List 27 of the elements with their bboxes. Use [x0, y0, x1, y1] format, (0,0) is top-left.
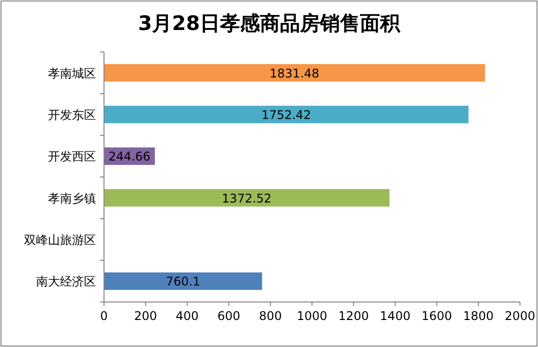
x-tick-label: 1200	[338, 309, 369, 323]
x-tick-label: 1600	[422, 309, 452, 323]
y-tick-label: 孝南城区	[48, 66, 96, 80]
y-tick-label: 开发西区	[48, 150, 96, 164]
y-tick-label: 开发东区	[48, 108, 96, 122]
bar	[104, 272, 262, 290]
y-tick-label: 双峰山旅游区	[24, 233, 96, 247]
data-label: 1372.52	[222, 191, 272, 206]
x-tick-label: 2000	[504, 309, 536, 323]
x-tick-label: 0	[100, 309, 108, 323]
data-label: 760.1	[166, 274, 200, 289]
x-tick-label: 1400	[380, 309, 410, 323]
data-label: 1752.42	[261, 108, 312, 122]
y-tick-label: 南大经济区	[36, 274, 96, 289]
x-tick-label: 400	[176, 309, 199, 323]
x-tick-label: 1000	[296, 309, 328, 323]
x-tick-label: 200	[134, 309, 158, 323]
bar	[104, 64, 485, 82]
x-tick-label: 1800	[463, 309, 494, 323]
bar	[104, 189, 390, 207]
x-tick-label: 600	[217, 309, 240, 323]
bar	[104, 106, 469, 124]
chart-title: 3月28日孝感商品房销售面积	[138, 11, 401, 35]
data-label: 1831.48	[270, 66, 320, 80]
y-tick-label: 孝南乡镇	[48, 191, 96, 206]
data-label: 244.66	[108, 150, 150, 164]
x-tick-label: 800	[258, 309, 282, 323]
